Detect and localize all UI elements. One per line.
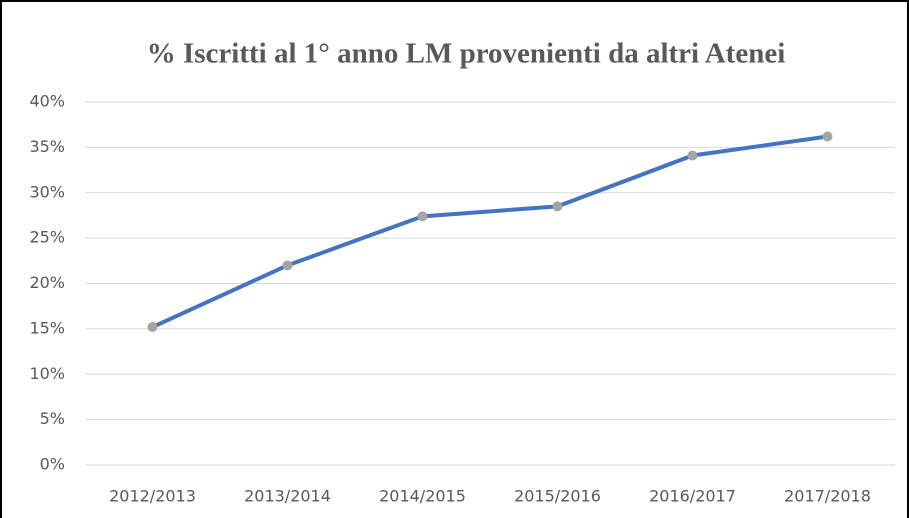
series-line [151, 134, 828, 329]
x-tick-label: 2013/2014 [244, 487, 331, 506]
y-tick-label: 20% [29, 273, 65, 292]
y-tick-label: 5% [40, 409, 65, 428]
x-tick-label: 2017/2018 [784, 487, 871, 506]
y-tick-label: 10% [29, 364, 65, 383]
y-tick-label: 25% [29, 228, 65, 247]
x-tick-label: 2015/2016 [514, 487, 601, 506]
point-marker [417, 211, 428, 222]
point-marker [282, 260, 293, 271]
point-marker [552, 201, 563, 212]
point-marker [687, 150, 698, 161]
chart-title: % Iscritti al 1° anno LM provenienti da … [147, 38, 786, 70]
y-tick-label: 0% [40, 455, 65, 474]
point-marker [147, 322, 158, 333]
x-tick-label: 2016/2017 [649, 487, 736, 506]
x-tick-label: 2012/2013 [109, 487, 196, 506]
point-marker [822, 131, 833, 142]
y-tick-label: 35% [29, 137, 65, 156]
y-tick-label: 15% [29, 318, 65, 337]
y-tick-label: 30% [29, 182, 65, 201]
y-tick-label: 40% [29, 92, 65, 111]
x-tick-label: 2014/2015 [379, 487, 466, 506]
